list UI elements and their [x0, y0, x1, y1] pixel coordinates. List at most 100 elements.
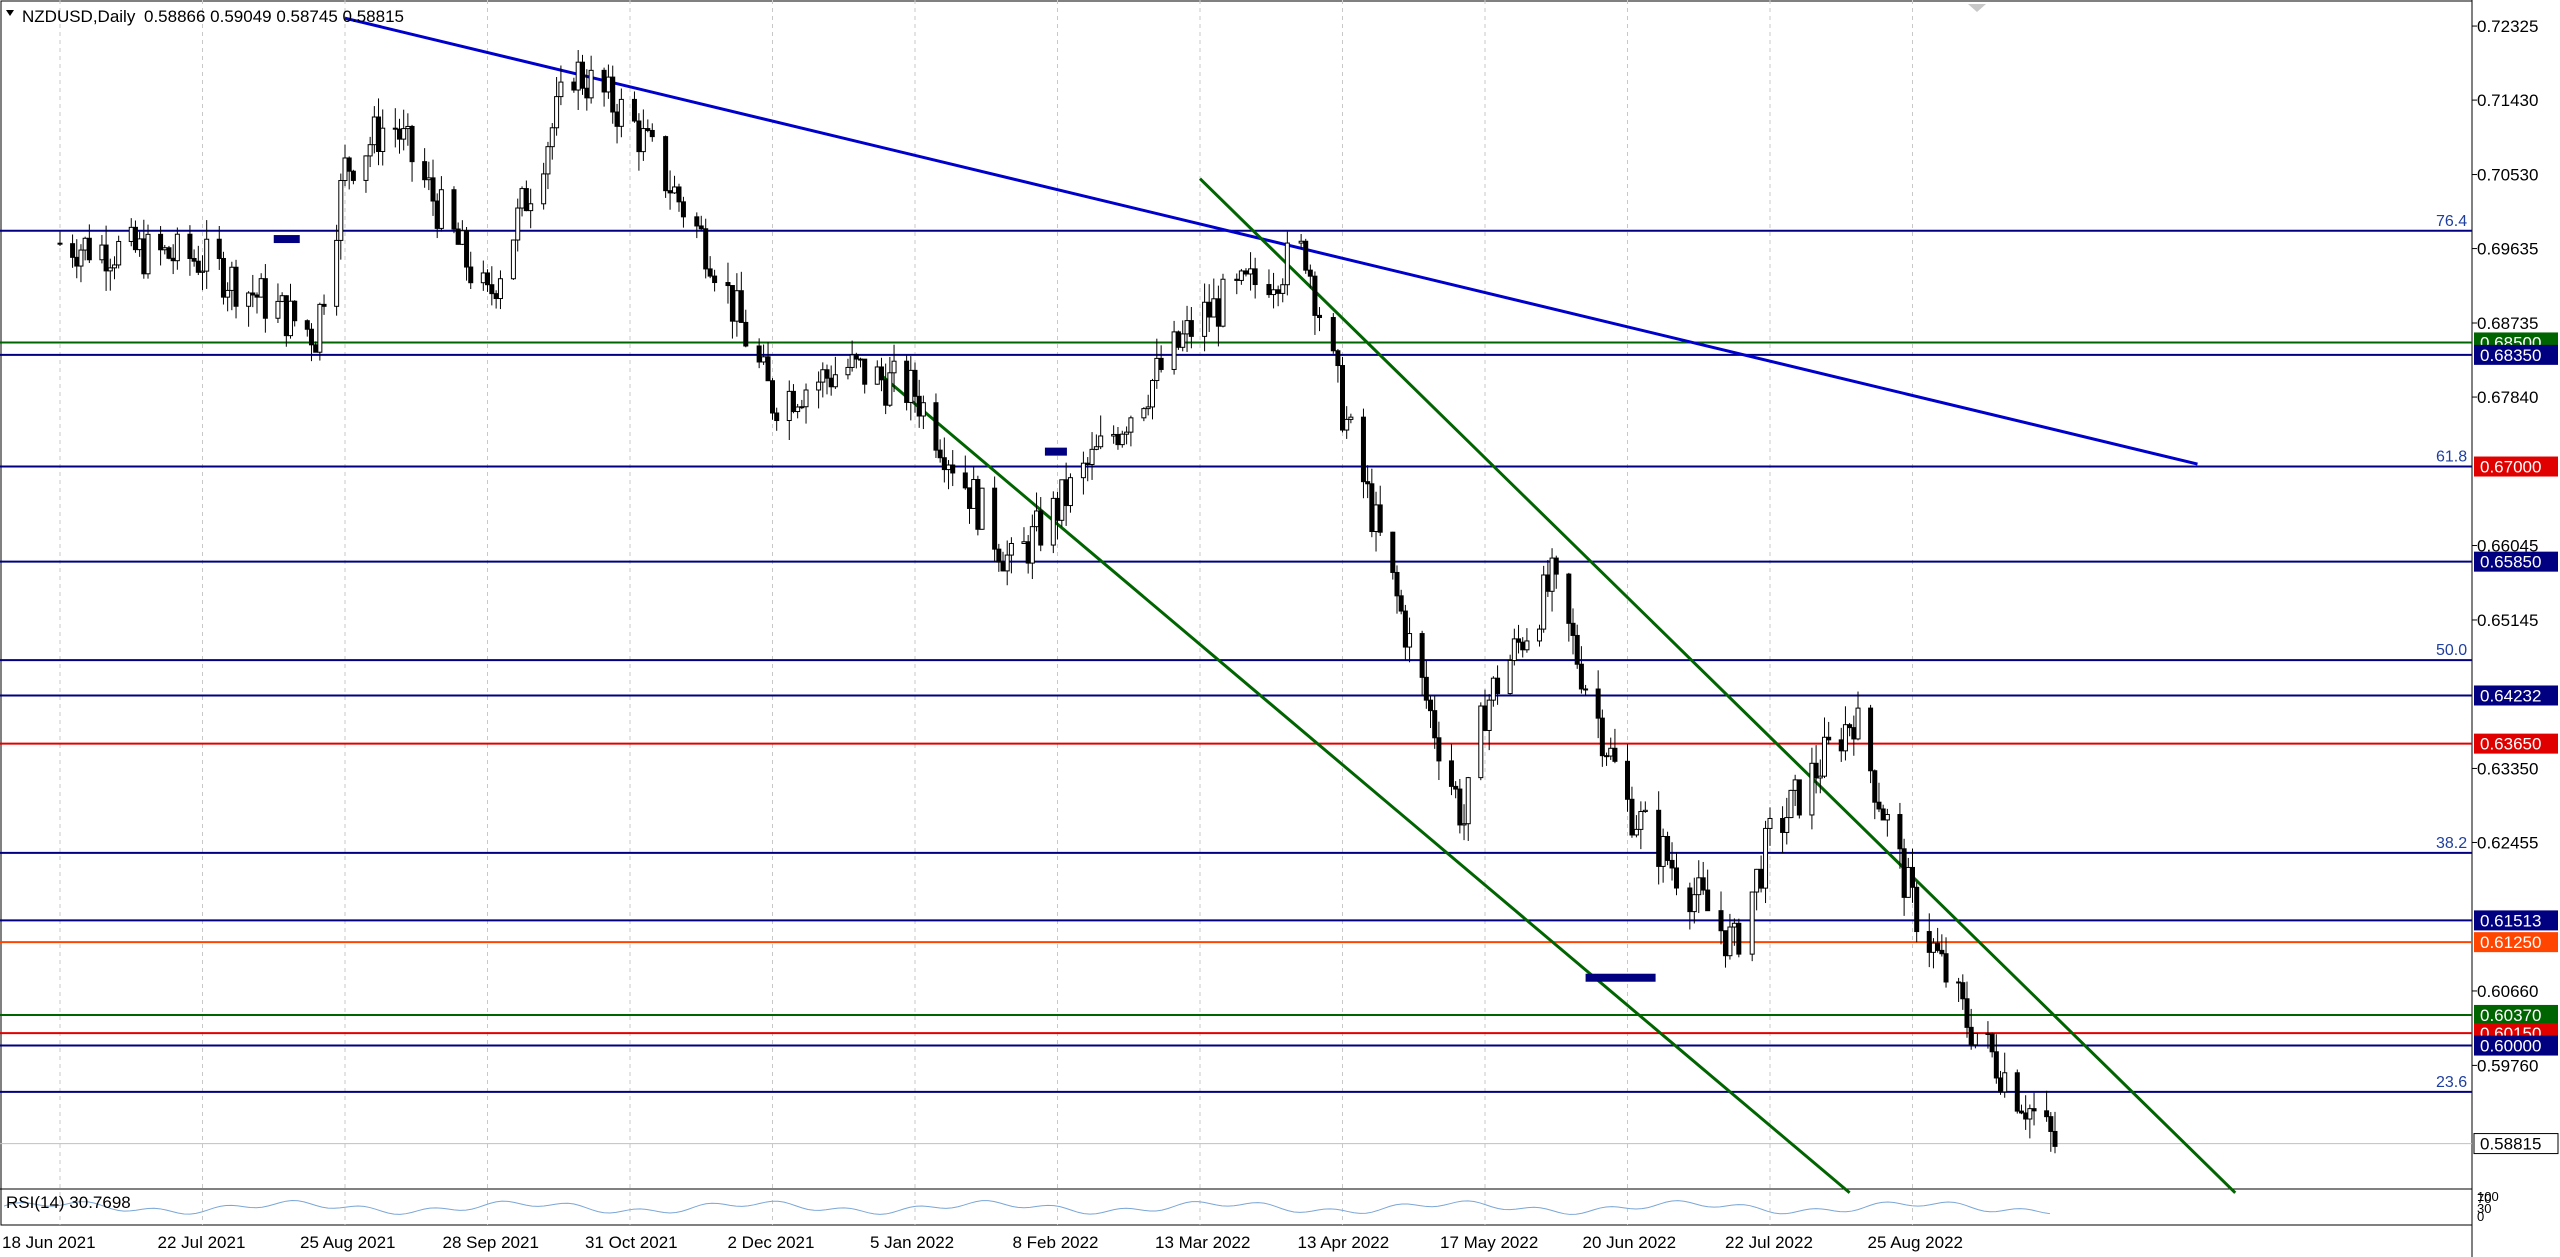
candle-body [1457, 788, 1463, 826]
candle-body [1705, 889, 1711, 912]
candle-body [849, 354, 855, 368]
candle-body [2023, 1112, 2029, 1120]
candle-body [1998, 1077, 2004, 1093]
candle-body [1545, 574, 1551, 592]
candle-body [1317, 314, 1323, 319]
candle-body [162, 247, 168, 251]
candle-body [204, 238, 210, 272]
candle-body [103, 244, 109, 272]
candle-body [1119, 433, 1125, 446]
candle-body [1612, 747, 1618, 762]
candle-body [1901, 848, 1907, 898]
candle-body [380, 127, 386, 152]
candle-body [401, 128, 407, 140]
candle-body [743, 321, 749, 347]
candle-body [703, 228, 709, 270]
candle-body [1809, 762, 1815, 816]
candle-body [308, 328, 314, 346]
level-price-label: 0.63650 [2480, 735, 2541, 754]
candle-body [350, 170, 356, 181]
candle-body [1524, 640, 1530, 651]
candle-body [786, 390, 792, 422]
candle-body [1206, 301, 1212, 318]
candle-body [1428, 699, 1434, 712]
level-price-label: 0.67000 [2480, 458, 2541, 477]
candle-body [729, 285, 735, 322]
scroll-marker-icon[interactable] [1968, 4, 1986, 12]
rsi-label: RSI(14) 30.7698 [6, 1193, 131, 1212]
candle-body [1128, 417, 1134, 433]
candle-body [187, 233, 193, 259]
candle-body [820, 369, 826, 383]
candle-body [392, 127, 398, 130]
candle-body [1394, 571, 1400, 597]
candle-body [283, 295, 289, 337]
candle-body [1847, 724, 1853, 729]
candle-body [363, 155, 369, 181]
candle-body [191, 257, 197, 262]
candle-body [279, 295, 285, 302]
candle-body [1968, 1026, 1974, 1046]
candle-body [438, 189, 444, 229]
candle-body [698, 225, 704, 230]
candle-body [459, 230, 465, 245]
candle-body [1360, 416, 1366, 483]
candle-body [2018, 1110, 2024, 1114]
x-tick-label: 18 Jun 2021 [2, 1233, 96, 1252]
candle-body [1897, 814, 1903, 850]
rsi-scale-label: 30 [2477, 1201, 2491, 1216]
candle-body [195, 260, 201, 273]
candle-body [1202, 301, 1208, 337]
candle-body [1673, 867, 1679, 889]
candle-body [1727, 926, 1733, 957]
y-tick-label: 0.60660 [2477, 982, 2538, 1001]
candle-body [170, 257, 176, 262]
candle-body [1145, 406, 1151, 410]
candle-body [676, 186, 682, 203]
candle-body [756, 345, 762, 363]
y-tick-label: 0.66045 [2477, 537, 2538, 556]
candle-body [468, 266, 474, 284]
candle-body [1398, 595, 1404, 612]
x-tick-label: 20 Jun 2022 [1583, 1233, 1677, 1252]
candle-body [1330, 317, 1336, 352]
candle-body [971, 479, 977, 509]
candle-body [878, 366, 884, 381]
candle-body [1964, 998, 1970, 1028]
candle-body [1303, 240, 1309, 271]
candle-body [116, 240, 122, 266]
candle-body [761, 356, 767, 363]
candle-body [1369, 483, 1375, 533]
candle-body [1478, 705, 1484, 779]
candle-body [1495, 677, 1501, 695]
candle-body [489, 284, 495, 295]
candle-body [1553, 557, 1559, 575]
candle-body [738, 290, 744, 323]
candle-body [580, 61, 585, 89]
candle-body [1248, 268, 1254, 275]
candle-body [1749, 891, 1755, 955]
candle-body [132, 226, 138, 251]
candle-body [158, 233, 164, 251]
candle-body [1838, 739, 1844, 752]
candle-body [962, 472, 968, 489]
candle-body [824, 369, 830, 379]
x-tick-label: 28 Sep 2021 [443, 1233, 539, 1252]
candle-body [601, 69, 607, 93]
candle-body [1234, 278, 1240, 281]
x-tick-label: 22 Jul 2022 [1725, 1233, 1813, 1252]
candle-body [1876, 801, 1882, 810]
candle-body [70, 243, 76, 258]
candle-body [1566, 573, 1572, 624]
candle-body [1758, 868, 1764, 889]
candle-body [1880, 808, 1886, 821]
candle-body [2052, 1130, 2058, 1147]
candle-body [1960, 982, 1966, 1000]
grid-lines [0, 0, 2473, 1257]
fib-level-label: 76.4 [2436, 213, 2467, 230]
candle-body [790, 390, 796, 413]
chart-frame [0, 0, 2473, 1226]
fib-level-label: 50.0 [2436, 642, 2467, 659]
dropdown-triangle-icon[interactable] [6, 10, 14, 16]
